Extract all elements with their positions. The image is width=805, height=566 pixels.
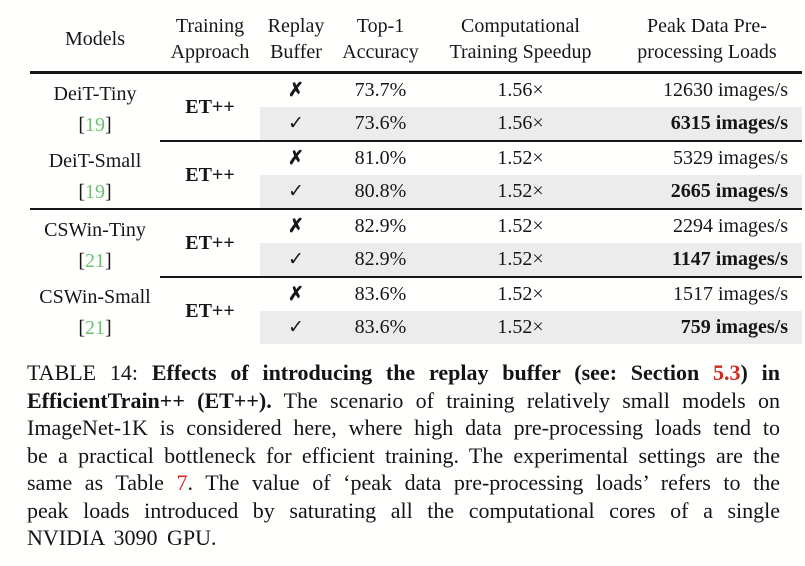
replay-cross-mark: ✗: [288, 284, 304, 305]
preprocessing-load: 1147 images/s: [612, 243, 802, 278]
model-name: DeiT-Small: [48, 149, 142, 172]
model-name: CSWin-Small: [39, 285, 151, 308]
header-top1-accuracy: Top-1 Accuracy: [332, 6, 429, 74]
citation: [19]: [78, 180, 112, 203]
replay-check-mark: ✓: [260, 311, 332, 344]
top1-accuracy: 83.6%: [332, 311, 429, 344]
top1-accuracy: 81.0%: [354, 147, 407, 169]
citation: [21]: [78, 249, 112, 272]
replay-check-mark: ✓: [260, 107, 332, 142]
training-approach: ET++: [185, 299, 235, 322]
top1-accuracy: 73.7%: [354, 79, 407, 101]
citation-link[interactable]: 19: [85, 180, 105, 203]
replay-cross-mark: ✗: [288, 148, 304, 169]
speedup: 1.52×: [429, 311, 612, 344]
table-ref-link[interactable]: 7: [176, 470, 188, 495]
citation-link[interactable]: 21: [85, 249, 105, 272]
preprocessing-load: 759 images/s: [612, 311, 802, 344]
table-row-shaded: ✓ 82.9% 1.52× 1147 images/s: [30, 243, 802, 278]
top1-accuracy: 73.6%: [332, 107, 429, 142]
caption-body-text: . The value of ‘peak data pre-processing…: [27, 470, 781, 550]
table-row: CSWin-Tiny [21] ET++ ✗ 82.9% 1.52× 2294 …: [30, 209, 802, 278]
model-cell: DeiT-Small [19]: [30, 141, 160, 210]
header-computational-speedup: Computational Training Speedup: [429, 6, 612, 74]
speedup: 1.56×: [429, 107, 612, 142]
speedup: 1.52×: [429, 243, 612, 278]
top1-accuracy: 80.8%: [332, 175, 429, 210]
table-row-shaded: ✓ 73.6% 1.56× 6315 images/s: [30, 107, 802, 142]
replay-check-mark: ✓: [260, 175, 332, 210]
caption-body-text: The scenario of training relatively smal…: [27, 387, 780, 496]
preprocessing-load: 1517 images/s: [673, 283, 788, 305]
speedup: 1.52×: [429, 175, 612, 210]
header-replay-buffer: Replay Buffer: [260, 6, 332, 74]
caption-bold-text: ) in EfficientTrain++ (ET++).: [27, 360, 781, 413]
caption-label: TABLE 14:: [27, 360, 152, 385]
preprocessing-load: 5329 images/s: [673, 147, 788, 169]
table-header: Models Training Approach Replay Buffer Top…: [30, 6, 802, 74]
top1-accuracy: 83.6%: [354, 283, 407, 305]
model-cell: DeiT-Tiny [19]: [30, 73, 160, 142]
citation-link[interactable]: 21: [85, 316, 105, 339]
model-name: DeiT-Tiny: [53, 82, 137, 105]
preprocessing-load: 2294 images/s: [673, 215, 788, 237]
citation-link[interactable]: 19: [85, 113, 105, 136]
table-row-shaded: ✓ 83.6% 1.52× 759 images/s: [30, 311, 802, 344]
replay-cross-mark: ✗: [288, 80, 304, 101]
citation: [21]: [78, 316, 112, 339]
header-peak-loads: Peak Data Pre-processing Loads: [612, 6, 802, 74]
replay-cross-mark: ✗: [288, 216, 304, 237]
header-models-label: Models: [65, 28, 125, 50]
header-training-approach: Training Approach: [160, 6, 260, 74]
section-ref-link[interactable]: 5.3: [713, 360, 741, 385]
top1-accuracy: 82.9%: [332, 243, 429, 278]
speedup: 1.52×: [497, 215, 544, 237]
results-table: Models Training Approach Replay Buffer Top…: [30, 6, 802, 344]
model-cell: CSWin-Small [21]: [30, 277, 160, 344]
speedup: 1.56×: [497, 79, 544, 101]
speedup: 1.52×: [497, 283, 544, 305]
citation: [19]: [78, 113, 112, 136]
replay-check-mark: ✓: [260, 243, 332, 278]
caption-bold-text: Effects of introducing the replay buffer…: [151, 360, 714, 385]
training-approach: ET++: [160, 209, 260, 278]
model-name: CSWin-Tiny: [44, 218, 146, 241]
preprocessing-load: 6315 images/s: [612, 107, 802, 142]
training-approach: ET++: [160, 141, 260, 210]
table-row-shaded: ✓ 80.8% 1.52× 2665 images/s: [30, 175, 802, 210]
table-row: DeiT-Small [19] ET++ ✗ 81.0% 1.52× 5329 …: [30, 141, 802, 210]
model-cell: CSWin-Tiny [21]: [30, 209, 160, 277]
speedup: 1.52×: [497, 147, 544, 169]
header-models: Models: [30, 6, 160, 74]
table-row: DeiT-Tiny [19] ET++ ✗ 73.7% 1.56× 12630 …: [30, 72, 802, 142]
training-approach: ET++: [160, 72, 260, 142]
top1-accuracy: 82.9%: [354, 215, 407, 237]
preprocessing-load: 2665 images/s: [612, 175, 802, 210]
preprocessing-load: 12630 images/s: [663, 79, 788, 101]
table-caption: TABLE 14: Effects of introducing the rep…: [27, 359, 780, 552]
table-row: CSWin-Small [21] ET++ ✗ 83.6% 1.52× 1517…: [30, 277, 802, 339]
